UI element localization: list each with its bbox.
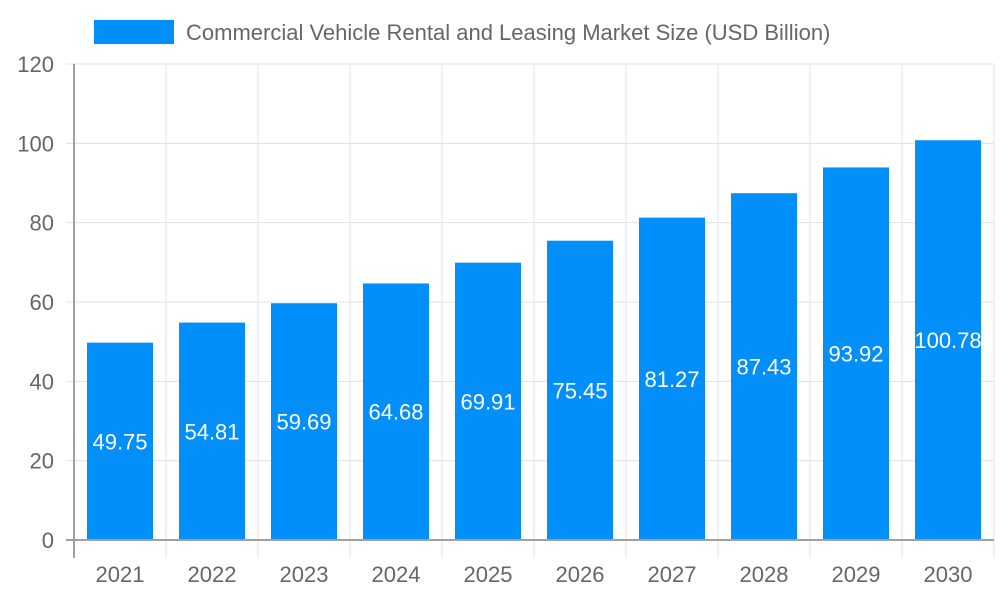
data-label: 75.45 [552,378,607,403]
legend: Commercial Vehicle Rental and Leasing Ma… [94,20,830,45]
legend-swatch [94,20,174,44]
data-label: 87.43 [736,355,791,380]
x-tick-label: 2024 [372,562,421,587]
y-tick-label: 20 [30,449,54,474]
bar [915,140,981,541]
bar [639,217,705,540]
data-label: 49.75 [92,429,147,454]
bar [363,283,429,540]
bar [179,322,245,540]
axes: 0 20 40 60 80 100 120 2021 2022 2023 2024 2025 2026 2… [17,52,994,587]
x-tick-label: 2023 [280,562,329,587]
x-tick-label: 2028 [740,562,789,587]
y-tick-label: 120 [17,52,54,77]
x-tick-label: 2025 [464,562,513,587]
bar [87,342,153,540]
x-tick-label: 2021 [96,562,145,587]
bar [731,193,797,540]
y-tick-label: 0 [42,528,54,553]
y-tick-label: 80 [30,211,54,236]
data-label: 59.69 [276,410,331,435]
data-label: 54.81 [184,419,239,444]
legend-label: Commercial Vehicle Rental and Leasing Ma… [186,20,830,45]
y-tick-label: 40 [30,369,54,394]
y-tick-label: 100 [17,131,54,156]
data-label: 100.78 [914,328,981,353]
x-tick-label: 2030 [924,562,973,587]
bar [823,167,889,540]
bar [547,240,613,540]
bar [455,262,521,540]
data-label: 64.68 [368,400,423,425]
grid [66,63,995,558]
data-label: 81.27 [644,367,699,392]
data-label: 93.92 [828,342,883,367]
y-tick-label: 60 [30,290,54,315]
x-tick-label: 2022 [188,562,237,587]
x-tick-label: 2029 [832,562,881,587]
bars [87,140,981,541]
bar [271,303,337,540]
x-tick-label: 2026 [556,562,605,587]
data-labels: 49.75 54.81 59.69 64.68 69.91 75.45 81.27 87.43… [92,328,981,454]
x-tick-label: 2027 [648,562,697,587]
data-label: 69.91 [460,389,515,414]
